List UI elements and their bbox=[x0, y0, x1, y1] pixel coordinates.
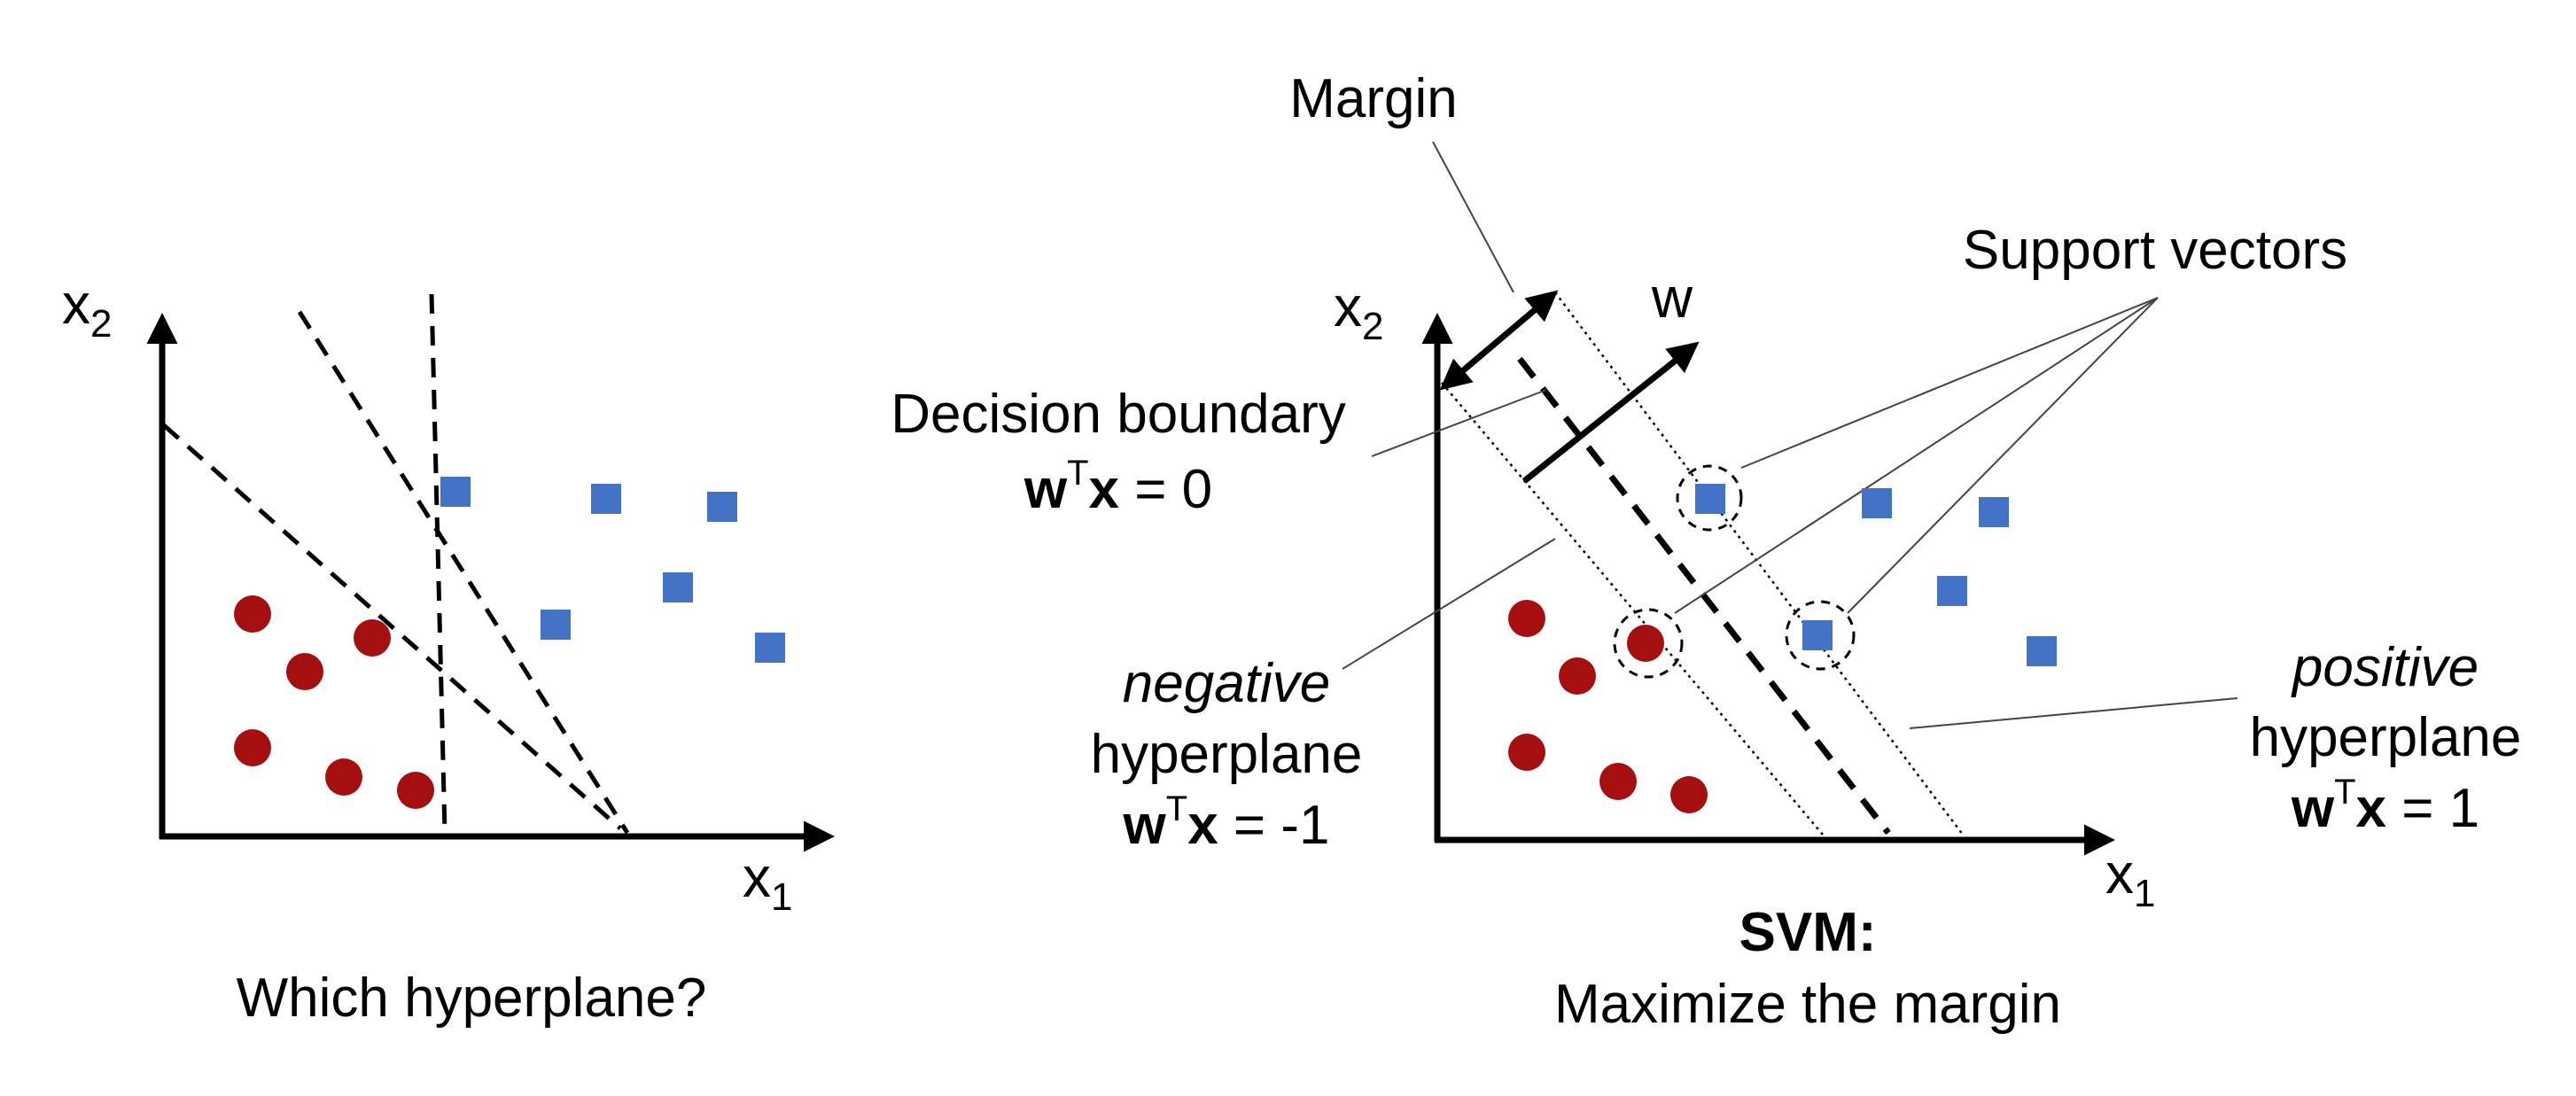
positive-hyperplane-word: positive bbox=[2291, 637, 2479, 698]
positive-point bbox=[755, 633, 785, 663]
negative-point bbox=[1599, 763, 1637, 800]
negative-point bbox=[397, 772, 434, 809]
left-negative-points bbox=[234, 595, 434, 809]
positive-point bbox=[1802, 620, 1833, 650]
right-negative-points bbox=[1508, 600, 1708, 813]
svm-caption-subtitle: Maximize the margin bbox=[1554, 974, 2061, 1035]
margin-label: Margin bbox=[1289, 68, 1458, 129]
positive-hyperplane-label: hyperplane bbox=[2250, 707, 2522, 768]
w-vector-arrow bbox=[1521, 341, 1700, 484]
positive-hyperplane-line bbox=[1554, 291, 1964, 836]
negative-hyperplane-equation: wTx = -1 bbox=[1123, 789, 1330, 856]
negative-point bbox=[325, 758, 362, 796]
right-positive-points bbox=[1695, 484, 2057, 666]
negative-hyperplane-label: hyperplane bbox=[1091, 724, 1363, 785]
decision-boundary-title: Decision boundary bbox=[891, 384, 1346, 445]
candidate-hyperplane-3 bbox=[429, 293, 447, 834]
positive-point bbox=[1695, 484, 1725, 514]
margin-arrow bbox=[1439, 290, 1559, 391]
positive-point bbox=[2027, 636, 2057, 666]
negative-hyperplane-line bbox=[1441, 382, 1824, 836]
negative-point bbox=[1627, 625, 1664, 662]
support-vector-callout-line bbox=[1740, 297, 2159, 469]
positive-point bbox=[591, 484, 621, 514]
negative-point bbox=[234, 729, 271, 766]
support-vector-callout-line bbox=[1674, 297, 2159, 614]
positive-hyperplane-equation: wTx = 1 bbox=[2291, 773, 2479, 839]
negative-point bbox=[1508, 734, 1545, 771]
right-y-axis-label: x2 bbox=[1334, 275, 1383, 348]
negative-hyperplane-word: negative bbox=[1123, 653, 1330, 714]
negative-point bbox=[234, 595, 271, 633]
right-panel: x2 x1 bbox=[891, 68, 2521, 1035]
candidate-hyperplane-2 bbox=[297, 310, 630, 835]
positive-hyperplane-callout-line bbox=[1909, 697, 2238, 729]
support-vector-callout-line bbox=[1847, 297, 2159, 614]
negative-point bbox=[1670, 776, 1708, 813]
support-vector-highlight bbox=[1613, 608, 1684, 679]
positive-point bbox=[663, 572, 693, 602]
negative-point bbox=[354, 619, 391, 657]
left-y-axis-label: x2 bbox=[62, 272, 112, 346]
decision-boundary-equation: wTx = 0 bbox=[1023, 454, 1212, 520]
negative-point bbox=[1559, 657, 1596, 695]
decision-boundary-callout-line bbox=[1371, 389, 1547, 457]
support-vector-highlight bbox=[1785, 600, 1856, 671]
positive-point bbox=[1937, 576, 1967, 606]
left-panel: x2 x1 Which hyperplane? bbox=[62, 272, 835, 1029]
negative-point bbox=[286, 653, 323, 690]
left-caption: Which hyperplane? bbox=[237, 968, 707, 1029]
positive-point bbox=[440, 477, 471, 507]
positive-point bbox=[541, 610, 571, 640]
margin-callout-line bbox=[1432, 141, 1514, 293]
support-vectors-label: Support vectors bbox=[1963, 220, 2347, 281]
w-vector-label: w bbox=[1651, 266, 1693, 330]
left-positive-points bbox=[440, 477, 785, 663]
positive-point bbox=[1979, 497, 2009, 527]
positive-point bbox=[1862, 488, 1892, 518]
svm-caption-title: SVM: bbox=[1739, 902, 1877, 963]
negative-hyperplane-callout-line bbox=[1342, 538, 1556, 670]
right-x-axis-label: x1 bbox=[2105, 842, 2155, 915]
support-vector-highlight bbox=[1676, 464, 1743, 532]
candidate-hyperplane-1 bbox=[162, 424, 622, 830]
positive-point bbox=[707, 492, 737, 522]
negative-point bbox=[1508, 600, 1545, 637]
decision-boundary-line bbox=[1517, 356, 1891, 836]
left-x-axis-label: x1 bbox=[743, 845, 792, 919]
